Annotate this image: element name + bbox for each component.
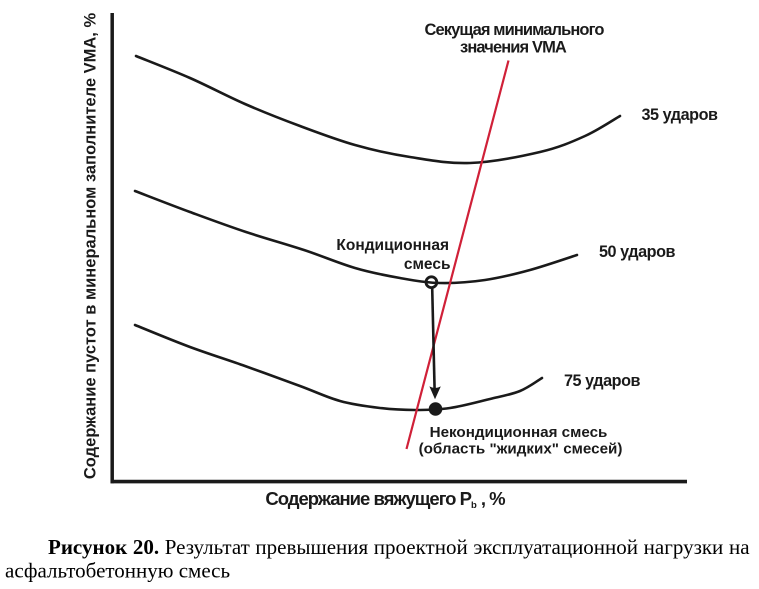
- svg-text:Содержание пустот в минерально: Содержание пустот в минеральном заполнит…: [82, 13, 100, 480]
- svg-text:Кондиционная: Кондиционная: [336, 237, 449, 254]
- svg-text:50 ударов: 50 ударов: [599, 243, 676, 261]
- svg-text:(область "жидких" смесей): (область "жидких" смесей): [419, 440, 623, 457]
- svg-text:значения VMA: значения VMA: [460, 38, 567, 56]
- svg-text:35 ударов: 35 ударов: [642, 106, 719, 124]
- svg-text:Рисунок 20. Результат превышен: Рисунок 20. Результат превышения проектн…: [48, 535, 750, 559]
- svg-text:смесь: смесь: [404, 256, 451, 273]
- svg-text:Содержание вяжущего Pb , %: Содержание вяжущего Pb , %: [265, 488, 505, 511]
- svg-text:асфальтобетонную смесь: асфальтобетонную смесь: [5, 559, 230, 583]
- svg-text:Некондиционная смесь: Некондиционная смесь: [430, 424, 608, 441]
- svg-text:75 ударов: 75 ударов: [564, 372, 641, 390]
- svg-text:Секущая минимального: Секущая минимального: [424, 21, 604, 39]
